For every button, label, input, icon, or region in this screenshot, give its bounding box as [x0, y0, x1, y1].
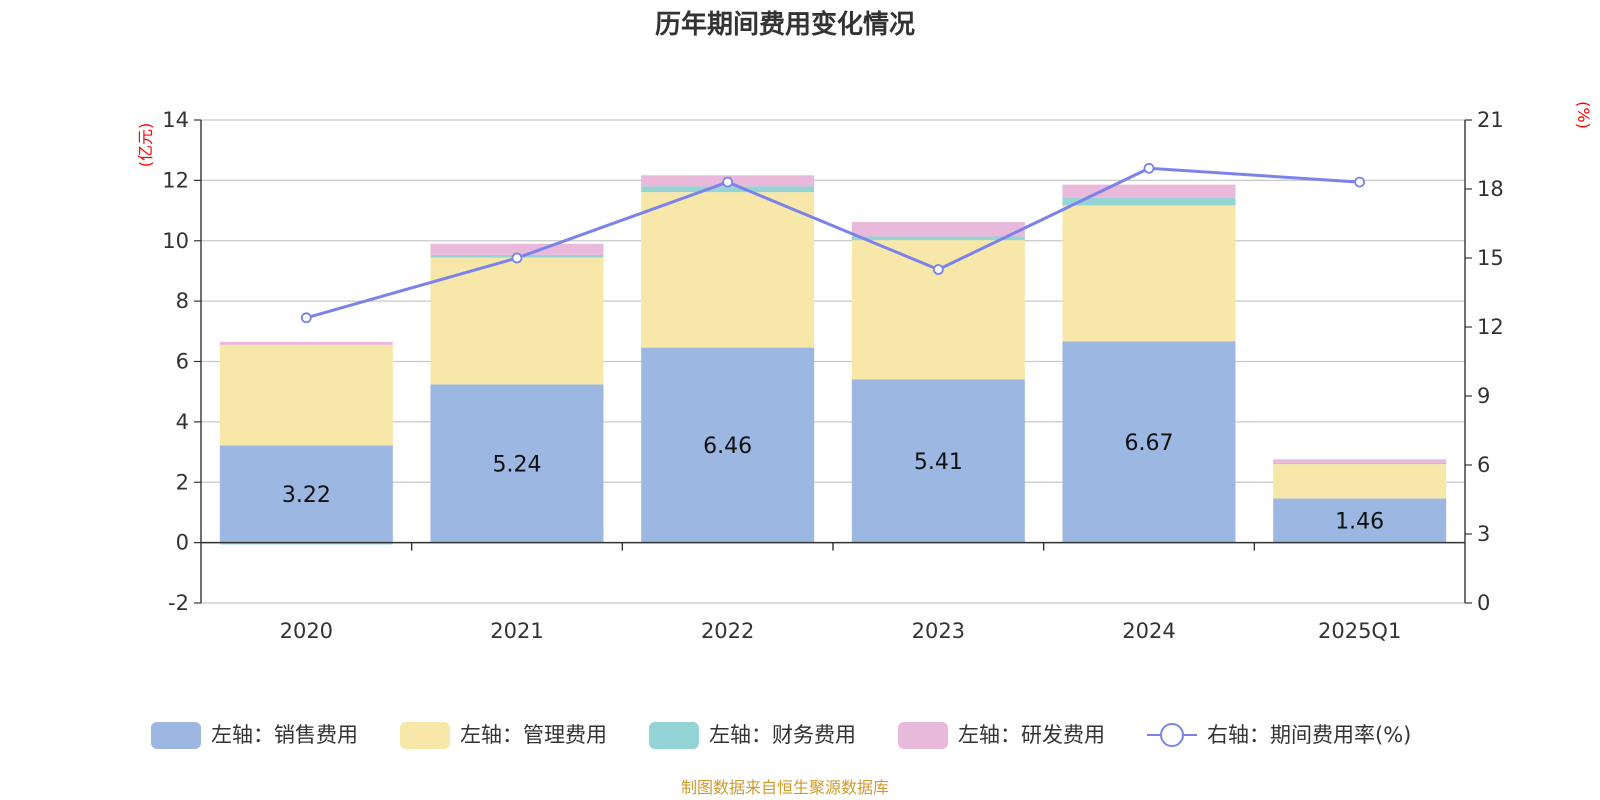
rate-line-series	[300, 162, 1366, 324]
data-label: 6.46	[703, 434, 752, 459]
source-note: 制图数据来自恒生聚源数据库	[681, 778, 889, 797]
data-label: 5.24	[493, 453, 542, 478]
x-tick-label: 2022	[701, 619, 754, 643]
bar-segment	[641, 186, 815, 193]
legend-label: 左轴：销售费用	[211, 723, 358, 747]
left-tick-label: -2	[168, 591, 189, 615]
data-label: 1.46	[1335, 510, 1384, 535]
data-label: 5.41	[914, 450, 963, 475]
bar-segment	[851, 222, 1025, 237]
x-tick-label: 2024	[1122, 619, 1175, 643]
legend-swatch	[898, 722, 948, 749]
data-labels: 3.22 5.24 6.46 5.41 6.67 1.46	[282, 431, 1384, 535]
legend-marker	[1160, 723, 1184, 747]
rate-point	[511, 252, 523, 264]
left-tick-label: 6	[176, 350, 189, 374]
rate-line	[305, 166, 1360, 320]
legend-label: 左轴：研发费用	[958, 723, 1105, 747]
legend-label: 左轴：管理费用	[460, 723, 607, 747]
right-tick-label: 6	[1477, 453, 1490, 477]
legend-label: 左轴：财务费用	[709, 723, 856, 747]
bar-segment	[219, 542, 393, 545]
x-tick-label: 2021	[490, 619, 543, 643]
left-tick-label: 2	[176, 470, 189, 494]
bar-segment	[430, 257, 604, 385]
legend-swatch	[151, 722, 201, 749]
bar-segment	[641, 192, 815, 348]
bar-segment	[1273, 498, 1447, 543]
axes: -2 0 2 4 6 8 10 12 14 0 3 6 9 12 15 18 21 2020 2021 2022 202…	[162, 108, 1503, 643]
rate-point	[722, 176, 734, 188]
right-tick-label: 21	[1477, 108, 1504, 132]
left-tick-label: 4	[176, 410, 189, 434]
x-tick-label: 2023	[912, 619, 965, 643]
right-tick-label: 3	[1477, 522, 1490, 546]
right-tick-label: 15	[1477, 246, 1504, 270]
left-axis-unit-label: (亿元)	[136, 123, 155, 168]
rate-point	[1354, 176, 1366, 188]
bar-series	[219, 175, 1447, 545]
left-tick-label: 14	[162, 108, 189, 132]
bar-segment	[430, 384, 604, 543]
right-tick-label: 0	[1477, 591, 1490, 615]
bar-segment	[219, 445, 393, 543]
bar-segment	[1273, 459, 1447, 463]
left-tick-label: 0	[176, 531, 189, 555]
left-tick-label: 12	[162, 168, 189, 192]
bar-segment	[1062, 197, 1236, 206]
chart-title: 历年期间费用变化情况	[655, 9, 915, 40]
bar-segment	[1273, 464, 1447, 499]
bar-segment	[851, 240, 1025, 380]
rate-point	[300, 312, 312, 324]
bar-segment	[219, 341, 393, 345]
bar-segment	[851, 379, 1025, 543]
data-label: 6.67	[1125, 431, 1174, 456]
rate-point	[932, 264, 944, 275]
right-axis-unit-label: (%)	[1574, 101, 1593, 129]
bar-segment	[641, 347, 815, 543]
right-tick-label: 18	[1477, 177, 1504, 201]
bar-segment	[1273, 462, 1447, 465]
right-tick-label: 12	[1477, 315, 1504, 339]
right-tick-label: 9	[1477, 384, 1490, 408]
x-tick-label: 2025Q1	[1318, 619, 1401, 643]
left-tick-label: 8	[176, 289, 189, 313]
bar-segment	[219, 344, 393, 446]
x-tick-label: 2020	[280, 619, 333, 643]
legend-swatch	[649, 722, 699, 749]
left-tick-label: 10	[162, 229, 189, 253]
rate-point	[1143, 162, 1155, 174]
bar-segment	[1062, 205, 1236, 342]
legend-swatch	[400, 722, 450, 749]
legend: 左轴：销售费用 左轴：管理费用 左轴：财务费用 左轴：研发费用 右轴：期间费用率(%)	[151, 722, 1411, 749]
data-label: 3.22	[282, 483, 331, 508]
bar-segment	[1062, 341, 1236, 543]
bar-segment	[430, 243, 604, 255]
legend-label: 右轴：期间费用率(%)	[1207, 723, 1411, 747]
bar-segment	[851, 236, 1025, 241]
